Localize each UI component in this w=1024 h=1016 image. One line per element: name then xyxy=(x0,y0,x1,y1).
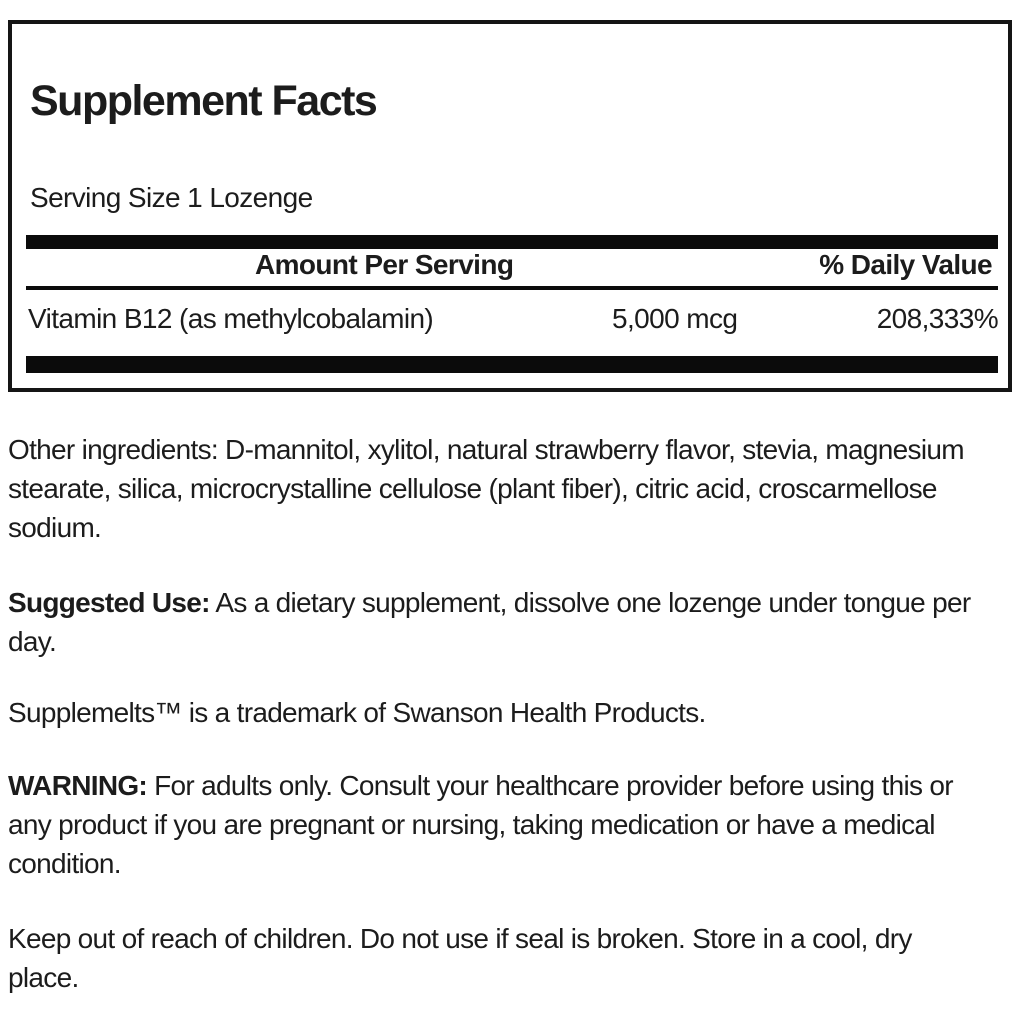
storage-paragraph: Keep out of reach of children. Do not us… xyxy=(8,919,912,997)
other-ingredients-line: sodium. xyxy=(8,512,102,543)
storage-line: Keep out of reach of children. Do not us… xyxy=(8,923,912,954)
storage-line: place. xyxy=(8,962,79,993)
warning-paragraph: WARNING: For adults only. Consult your h… xyxy=(8,766,954,883)
nutrient-amount: 5,000 mcg xyxy=(612,303,738,334)
warning-line: WARNING: For adults only. Consult your h… xyxy=(8,766,954,805)
suggested-use-text: As a dietary supplement, dissolve one lo… xyxy=(209,587,971,618)
column-header-daily-value: % Daily Value xyxy=(819,249,992,280)
trademark-line: Supplemelts™ is a trademark of Swanson H… xyxy=(8,697,706,728)
warning-line: any product if you are pregnant or nursi… xyxy=(8,809,936,840)
other-ingredients-paragraph: Other ingredients: D-mannitol, xylitol, … xyxy=(8,430,965,547)
warning-line: condition. xyxy=(8,848,122,879)
other-ingredients-line: stearate, silica, microcrystalline cellu… xyxy=(8,473,937,504)
panel-title: Supplement Facts xyxy=(30,77,378,125)
nutrient-daily-value: 208,333% xyxy=(876,303,999,334)
serving-size: Serving Size 1 Lozenge xyxy=(30,182,313,213)
thin-divider-header xyxy=(26,286,998,290)
trademark-paragraph: Supplemelts™ is a trademark of Swanson H… xyxy=(8,693,706,732)
suggested-use-line: Suggested Use: As a dietary supplement, … xyxy=(8,583,971,622)
suggested-use-line: day. xyxy=(8,626,57,657)
column-header-amount: Amount Per Serving xyxy=(255,249,514,280)
other-ingredients-line: Other ingredients: D-mannitol, xylitol, … xyxy=(8,434,965,465)
suggested-use-label: Suggested Use: xyxy=(8,587,211,618)
thick-divider-top xyxy=(26,235,998,249)
warning-text: For adults only. Consult your healthcare… xyxy=(147,770,953,801)
warning-label: WARNING: xyxy=(8,770,148,801)
supplement-facts-panel: Supplement Facts Serving Size 1 Lozenge … xyxy=(8,20,1012,392)
nutrient-name: Vitamin B12 (as methylcobalamin) xyxy=(28,303,434,334)
suggested-use-paragraph: Suggested Use: As a dietary supplement, … xyxy=(8,583,971,661)
thick-divider-bottom xyxy=(26,356,998,373)
